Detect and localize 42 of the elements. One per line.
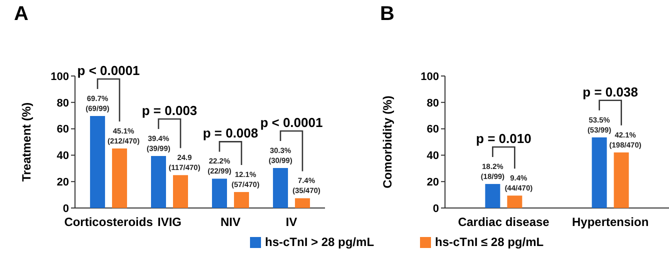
- bar: [112, 148, 128, 208]
- annotation: p = 0.038: [582, 84, 638, 100]
- x-tick-label: Corticosteroids: [64, 215, 154, 229]
- x-tick-label: IVIG: [158, 215, 182, 229]
- bar: [173, 175, 188, 208]
- annotation: p < 0.0001: [77, 62, 140, 78]
- y-tick-label: 100: [420, 70, 439, 83]
- y-axis-title: Treatment (%): [19, 102, 34, 182]
- bar: [90, 116, 106, 208]
- y-tick-label: 60: [56, 124, 69, 136]
- x-tick-label: Hypertension: [572, 215, 649, 229]
- bar: [592, 137, 607, 208]
- legend-label: hs-cTnI > 28 pg/mL: [265, 235, 374, 249]
- x-tick-label: NIV: [220, 215, 240, 229]
- y-tick-label: 20: [426, 176, 439, 188]
- y-tick-label: 100: [50, 70, 69, 83]
- bar: [485, 184, 500, 208]
- bar: [212, 178, 227, 208]
- y-axis-title: Comorbidity (%): [380, 96, 394, 188]
- y-tick-label: 80: [426, 97, 439, 110]
- legend-label: hs-cTnI ≤ 28 pg/mL: [435, 235, 544, 249]
- y-tick-label: 0: [432, 202, 439, 215]
- bar: [614, 152, 629, 208]
- x-tick-label: IV: [286, 215, 298, 229]
- annotation: p = 0.003: [142, 102, 198, 118]
- bar: [507, 196, 522, 208]
- bar: [272, 168, 288, 208]
- y-tick-label: 20: [56, 176, 69, 188]
- annotation: p < 0.0001: [260, 115, 323, 130]
- bar: [151, 156, 166, 208]
- y-tick-label: 40: [426, 150, 439, 162]
- chart-title: A: [14, 3, 28, 25]
- annotation: p = 0.008: [202, 126, 258, 141]
- bar: [294, 198, 310, 208]
- y-tick-label: 0: [62, 202, 69, 215]
- annotation: p = 0.010: [476, 130, 532, 146]
- chart-title: B: [380, 3, 394, 25]
- y-tick-label: 40: [56, 150, 69, 162]
- y-tick-label: 60: [426, 124, 439, 136]
- bar: [234, 192, 249, 208]
- y-tick-label: 80: [56, 97, 69, 110]
- x-tick-label: Cardiac disease: [458, 215, 550, 229]
